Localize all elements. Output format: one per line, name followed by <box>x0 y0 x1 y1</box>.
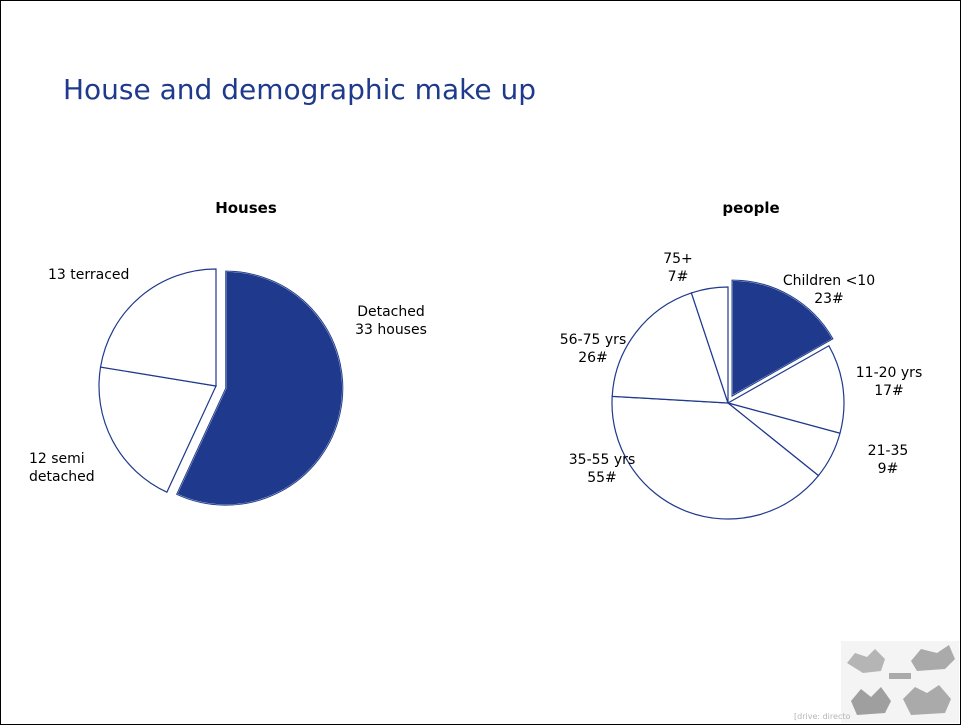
slide-title: House and demographic make up <box>63 73 536 106</box>
slice-label: 75+ 7# <box>663 251 693 285</box>
pie-slice-outline <box>175 270 344 506</box>
slice-label: 21-35 9# <box>868 443 909 477</box>
footer-drive-path: [drive: directo <box>794 712 851 721</box>
slice-label: 35-55 yrs 55# <box>569 452 635 486</box>
chart-title: Houses <box>215 199 277 217</box>
pie-slice-13-terraced <box>99 268 217 387</box>
slice-label: 56-75 yrs 26# <box>560 332 626 366</box>
slice-label: 11-20 yrs 17# <box>856 365 922 399</box>
pie-chart-2: people Children <10 23# 11-20 yrs 17# 21-35 9#… <box>560 199 922 520</box>
pie-slice-56-75-yrs <box>611 292 729 404</box>
chart-title: people <box>722 199 779 217</box>
slice-label: 13 terraced <box>48 267 129 283</box>
slice-label: Children <10 23# <box>783 273 875 307</box>
pie-chart-1: Houses Detached 33 houses 12 semi detached 13… <box>29 199 427 506</box>
village-sketch-logo <box>841 641 959 723</box>
slice-label: Detached 33 houses <box>355 304 427 338</box>
slice-label: 12 semi detached <box>29 451 95 485</box>
pie-slice-75 <box>690 286 729 404</box>
pie-slice-12-semi-detached <box>98 366 217 493</box>
pie-slice-11-20-yrs <box>726 344 845 434</box>
pie-slice-35-55-yrs <box>611 395 820 520</box>
pie-slice-outline <box>731 279 834 397</box>
